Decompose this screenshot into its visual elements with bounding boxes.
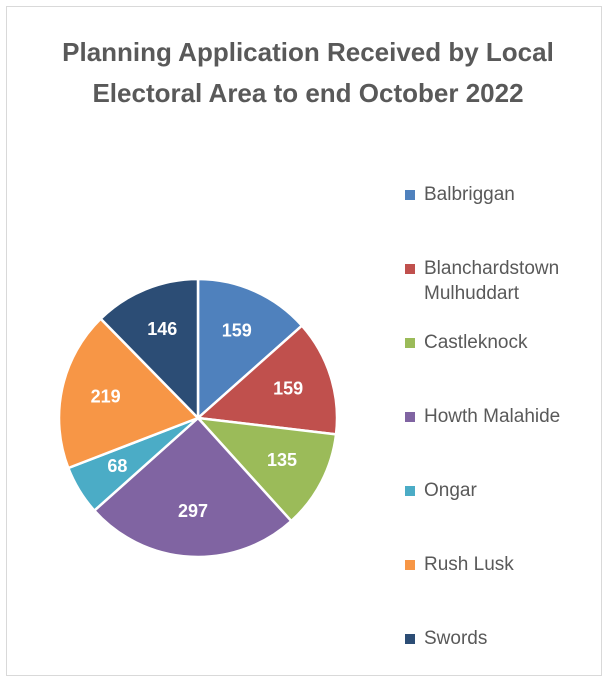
pie-chart: 159 159 135 297 68 219 146 — [57, 277, 339, 559]
legend-swatch — [405, 412, 415, 422]
legend-swatch — [405, 190, 415, 200]
data-label: 219 — [91, 387, 121, 407]
legend-item: Castleknock — [405, 330, 528, 355]
legend-label: Ongar — [424, 480, 477, 501]
legend-item: Ongar — [405, 478, 477, 503]
legend-item: Blanchardstown Mulhuddart — [405, 256, 595, 306]
legend-item: Balbriggan — [405, 182, 515, 207]
chart-title: Planning Application Received by Local E… — [62, 37, 554, 108]
legend-label: Blanchardstown Mulhuddart — [424, 258, 560, 304]
data-label: 159 — [273, 378, 303, 398]
pie-slice — [195, 323, 339, 436]
legend-label: Swords — [424, 628, 488, 649]
legend-swatch — [405, 634, 415, 644]
legend-label: Castleknock — [424, 332, 528, 353]
data-label: 135 — [267, 450, 297, 470]
pie-slice — [92, 416, 294, 559]
chart-frame — [6, 6, 602, 676]
legend-item: Swords — [405, 626, 487, 651]
legend-label: Balbriggan — [424, 184, 515, 205]
legend-item: Rush Lusk — [405, 552, 514, 577]
pie-slice — [194, 416, 338, 523]
data-label: 68 — [107, 456, 127, 476]
data-label: 297 — [178, 501, 208, 521]
legend-swatch — [405, 338, 415, 348]
legend-label: Rush Lusk — [424, 554, 514, 575]
legend-item: Howth Malahide — [405, 404, 560, 429]
legend-swatch — [405, 264, 415, 274]
legend-swatch — [405, 560, 415, 570]
legend-swatch — [405, 486, 415, 496]
pie-slice — [98, 277, 200, 422]
pie-slice — [57, 316, 201, 470]
pie-slice — [196, 277, 304, 421]
data-label: 159 — [222, 321, 252, 341]
data-label: 146 — [147, 319, 177, 339]
legend-label: Howth Malahide — [424, 406, 561, 427]
